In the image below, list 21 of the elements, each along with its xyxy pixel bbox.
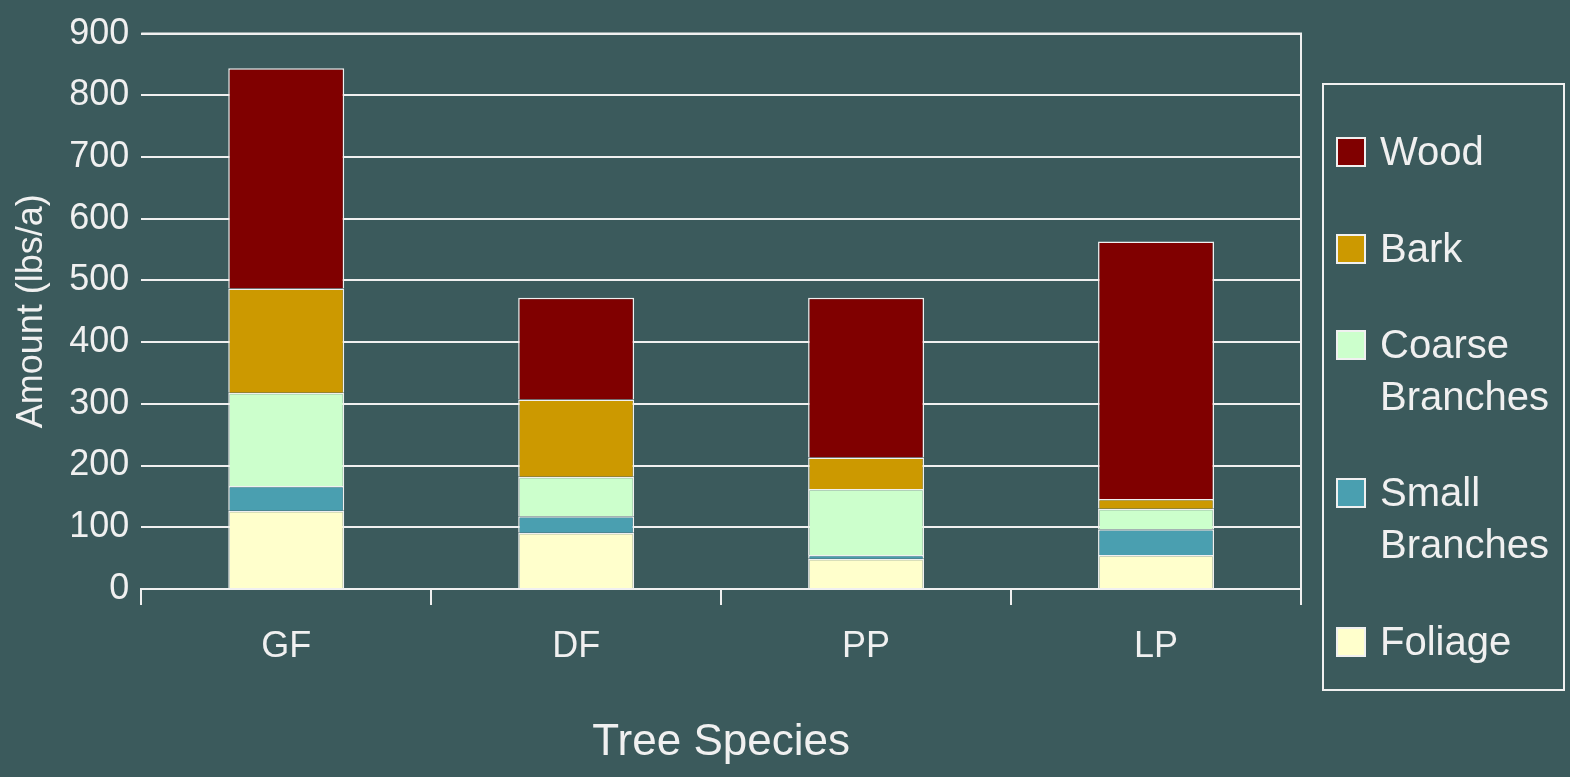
x-tick-label: GF <box>261 623 312 665</box>
legend-label: Bark <box>1380 224 1463 272</box>
x-axis-title: Tree Species <box>592 714 850 764</box>
y-tick-label: 0 <box>109 565 130 607</box>
y-tick-label: 700 <box>69 133 130 175</box>
y-tick-label: 900 <box>69 10 130 52</box>
y-tick-label: 400 <box>69 319 130 361</box>
y-tick-label: 200 <box>69 442 130 484</box>
y-axis-title: Amount (lbs/a) <box>8 194 50 429</box>
x-tick-label: PP <box>842 623 891 665</box>
legend-label: Wood <box>1380 128 1484 176</box>
legend-label: Small Branches <box>1380 469 1550 569</box>
y-tick-label: 500 <box>69 257 130 299</box>
x-tick-label: LP <box>1134 623 1179 665</box>
x-tick-label: DF <box>552 623 601 665</box>
legend-label: Coarse Branches <box>1380 320 1550 420</box>
y-tick-label: 600 <box>69 195 130 237</box>
y-tick-label: 300 <box>69 380 130 422</box>
y-tick-label: 100 <box>69 504 130 546</box>
legend-label: Foliage <box>1380 617 1512 665</box>
y-tick-label: 800 <box>69 72 130 114</box>
